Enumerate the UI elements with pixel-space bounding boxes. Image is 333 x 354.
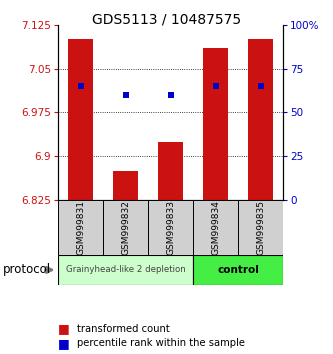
Bar — [248, 39, 273, 200]
Text: percentile rank within the sample: percentile rank within the sample — [77, 338, 245, 348]
Text: Grainyhead-like 2 depletion: Grainyhead-like 2 depletion — [66, 266, 185, 274]
Text: GSM999834: GSM999834 — [211, 200, 220, 255]
Text: control: control — [217, 265, 259, 275]
Text: protocol: protocol — [3, 263, 52, 276]
Bar — [68, 39, 93, 200]
Bar — [58, 200, 103, 255]
Bar — [203, 48, 228, 200]
Text: GSM999832: GSM999832 — [121, 200, 130, 255]
Text: GSM999835: GSM999835 — [256, 200, 265, 255]
Text: GDS5113 / 10487575: GDS5113 / 10487575 — [92, 12, 241, 27]
Bar — [103, 200, 148, 255]
Text: GSM999831: GSM999831 — [76, 200, 85, 255]
Bar — [148, 200, 193, 255]
Text: transformed count: transformed count — [77, 324, 169, 333]
Bar — [193, 200, 238, 255]
Bar — [113, 171, 138, 200]
Bar — [58, 255, 193, 285]
Text: ■: ■ — [58, 337, 70, 350]
Bar — [238, 200, 283, 255]
Bar — [193, 255, 283, 285]
Text: ■: ■ — [58, 322, 70, 335]
Bar — [158, 142, 183, 200]
Text: GSM999833: GSM999833 — [166, 200, 175, 255]
